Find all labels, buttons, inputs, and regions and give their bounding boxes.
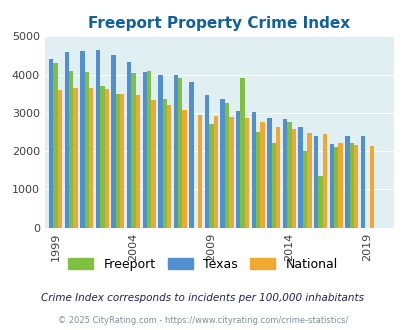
Bar — [182, 110, 186, 228]
Bar — [80, 50, 84, 228]
Bar — [240, 79, 244, 228]
Bar — [173, 75, 178, 228]
Bar — [307, 133, 311, 228]
Bar — [251, 112, 256, 228]
Bar — [271, 144, 275, 228]
Bar — [84, 72, 89, 228]
Bar — [329, 145, 333, 228]
Legend: Freeport, Texas, National: Freeport, Texas, National — [63, 253, 342, 276]
Bar — [162, 99, 166, 228]
Bar — [73, 88, 77, 228]
Bar — [131, 73, 135, 228]
Bar — [178, 79, 182, 228]
Bar — [282, 118, 286, 228]
Bar — [142, 72, 147, 228]
Bar — [235, 111, 240, 228]
Bar — [337, 144, 342, 228]
Bar — [205, 95, 209, 228]
Bar — [286, 122, 291, 228]
Bar — [111, 55, 115, 228]
Bar — [49, 59, 53, 228]
Bar — [353, 146, 357, 228]
Bar — [120, 94, 124, 228]
Bar — [333, 147, 337, 228]
Bar — [256, 132, 260, 228]
Bar — [127, 62, 131, 228]
Bar — [349, 144, 353, 228]
Bar — [318, 176, 322, 228]
Title: Freeport Property Crime Index: Freeport Property Crime Index — [88, 16, 350, 31]
Bar — [266, 118, 271, 228]
Text: © 2025 CityRating.com - https://www.cityrating.com/crime-statistics/: © 2025 CityRating.com - https://www.city… — [58, 316, 347, 325]
Bar — [135, 95, 140, 228]
Bar — [213, 116, 217, 228]
Bar — [64, 51, 69, 228]
Text: Crime Index corresponds to incidents per 100,000 inhabitants: Crime Index corresponds to incidents per… — [41, 293, 364, 303]
Bar — [229, 117, 233, 228]
Bar — [209, 124, 213, 228]
Bar — [158, 75, 162, 228]
Bar — [58, 90, 62, 228]
Bar — [69, 71, 73, 228]
Bar — [115, 94, 120, 228]
Bar — [104, 89, 109, 228]
Bar — [275, 127, 279, 228]
Bar — [302, 151, 307, 228]
Bar — [360, 136, 364, 228]
Bar — [344, 136, 349, 228]
Bar — [260, 122, 264, 228]
Bar — [96, 50, 100, 228]
Bar — [313, 136, 318, 228]
Bar — [220, 99, 224, 228]
Bar — [291, 129, 295, 228]
Bar — [198, 115, 202, 228]
Bar — [166, 105, 171, 228]
Bar — [147, 71, 151, 228]
Bar — [53, 63, 58, 228]
Bar — [322, 134, 326, 228]
Bar — [298, 127, 302, 228]
Bar — [189, 82, 193, 228]
Bar — [244, 118, 249, 228]
Bar — [224, 103, 229, 228]
Bar — [89, 88, 93, 228]
Bar — [100, 86, 104, 228]
Bar — [151, 100, 155, 228]
Bar — [369, 147, 373, 228]
